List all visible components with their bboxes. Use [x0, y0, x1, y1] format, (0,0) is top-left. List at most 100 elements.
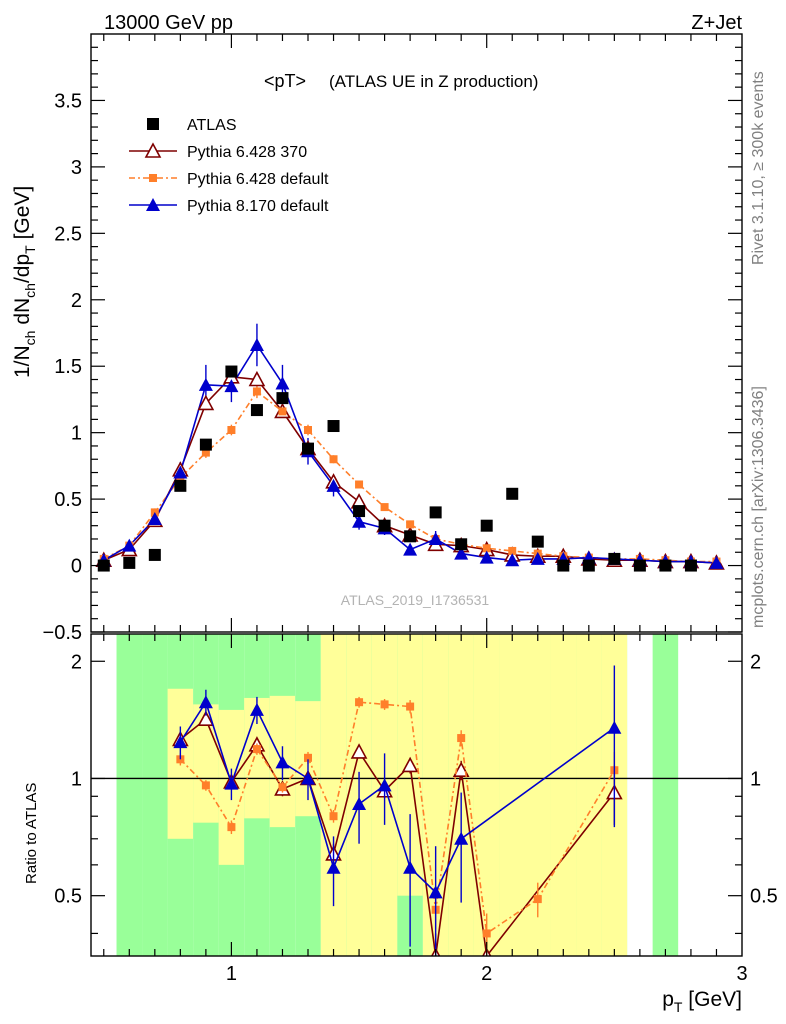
main-point	[122, 538, 137, 552]
main-point	[248, 370, 266, 387]
atlas-point	[302, 442, 314, 455]
atlas-point	[429, 506, 442, 519]
ratio-point	[406, 702, 415, 711]
ratio-point	[304, 753, 312, 762]
atlas-point	[174, 479, 187, 492]
main-series-layer	[95, 323, 725, 572]
plot-title-sub: (ATLAS UE in Z production)	[329, 72, 538, 91]
legend-marker	[147, 118, 159, 130]
main-point	[198, 377, 213, 391]
legend-marker	[144, 142, 162, 158]
ratio-point	[275, 755, 290, 769]
y-tick-label: 1	[71, 423, 82, 445]
atlas-point	[353, 505, 366, 518]
y-tick-label: 2.5	[54, 223, 82, 245]
main-point	[252, 387, 261, 396]
band-green-segment	[116, 634, 143, 956]
band-yellow-segment	[550, 634, 577, 956]
main-point	[278, 407, 287, 416]
ratio-point	[355, 698, 364, 707]
main-point	[326, 478, 341, 492]
ratio-point	[278, 783, 287, 792]
main-point	[479, 550, 494, 564]
ratio-y-tick-label: 1	[71, 768, 82, 790]
main-frame	[90, 33, 743, 633]
ratio-point	[201, 781, 210, 790]
main-point	[709, 555, 724, 569]
y-tick-label: 3	[71, 157, 82, 179]
ratio-point	[326, 860, 341, 874]
atlas-point	[531, 535, 544, 548]
ratio-y-axis-label: Ratio to ATLAS	[23, 783, 40, 884]
plot-title-main: <pT>	[264, 71, 306, 91]
ratio-point	[227, 823, 236, 832]
axes-layer: 1 2 3 −0.5 0 0.5 1 1.5 2 2.5 3 3.5 0.5 0.5 1 1 2 2	[43, 33, 778, 985]
legend-marker	[146, 198, 160, 211]
main-point	[147, 512, 162, 526]
atlas-point	[633, 559, 646, 572]
main-point	[201, 448, 210, 457]
main-point	[224, 379, 239, 393]
main-point	[304, 426, 312, 435]
header-right: Z+Jet	[691, 12, 742, 34]
atlas-point	[378, 519, 391, 532]
ratio-point	[252, 745, 261, 754]
ratio-point	[249, 702, 264, 716]
ratio-point	[607, 720, 622, 734]
ratio-point	[457, 734, 466, 743]
legend-label: Pythia 6.428 370	[187, 144, 307, 161]
mcplots-label: mcplots.cern.ch [arXiv:1306.3436]	[750, 386, 767, 628]
main-point	[227, 426, 236, 435]
ratio-y-tick-label-right: 2	[750, 651, 761, 673]
ratio-point	[352, 796, 367, 810]
main-point	[197, 394, 215, 411]
ratio-point	[377, 778, 392, 792]
atlas-point	[506, 487, 519, 500]
main-y-axis-label: 1/Nch dNch/dpT [GeV]	[11, 186, 38, 378]
ratio-point	[350, 743, 368, 759]
atlas-point	[250, 404, 263, 417]
ratio-y-tick-label-right: 1	[750, 768, 761, 790]
main-point	[403, 542, 418, 556]
ratio-point	[329, 812, 338, 821]
atlas-point	[608, 552, 621, 565]
atlas-point	[123, 556, 136, 569]
legend: ATLAS Pythia 6.428 370 Pythia 6.428 defaul…	[129, 117, 329, 215]
main-point	[275, 376, 290, 390]
ratio-y-tick-label: 0.5	[54, 886, 82, 908]
ratio-point	[454, 831, 469, 845]
main-point	[454, 546, 469, 560]
atlas-point	[659, 559, 672, 572]
x-tick-label: 2	[481, 963, 492, 985]
main-point	[530, 551, 545, 565]
legend-label: Pythia 6.428 default	[187, 171, 329, 188]
ratio-point	[173, 735, 188, 749]
ratio-y-tick-label: 2	[71, 651, 82, 673]
y-tick-label: 0.5	[54, 489, 82, 511]
ratio-point	[428, 885, 443, 899]
x-tick-label: 3	[736, 963, 747, 985]
atlas-point	[199, 438, 212, 451]
main-point	[482, 544, 491, 553]
ratio-point	[224, 776, 239, 790]
rivet-label: Rivet 3.1.10, ≥ 300k events	[750, 71, 767, 265]
main-point	[173, 465, 188, 479]
legend-label: ATLAS	[187, 117, 237, 134]
y-tick-label: 0	[71, 556, 82, 578]
ratio-point	[533, 895, 542, 904]
legend-label: Pythia 8.170 default	[187, 198, 329, 215]
ratio-point	[452, 761, 470, 778]
analysis-watermark: ATLAS_2019_I1736531	[341, 592, 490, 608]
atlas-point	[557, 559, 570, 572]
ratio-point	[403, 860, 418, 874]
ratio-point	[301, 771, 315, 785]
ratio-point	[401, 756, 419, 773]
ratio-point	[197, 710, 215, 726]
band-green-segment	[142, 634, 168, 956]
atlas-point	[684, 559, 697, 572]
atlas-point	[225, 365, 238, 378]
y-tick-label: 2	[71, 290, 82, 312]
header-left: 13000 GeV pp	[104, 12, 233, 34]
y-tick-label: 3.5	[54, 90, 82, 112]
